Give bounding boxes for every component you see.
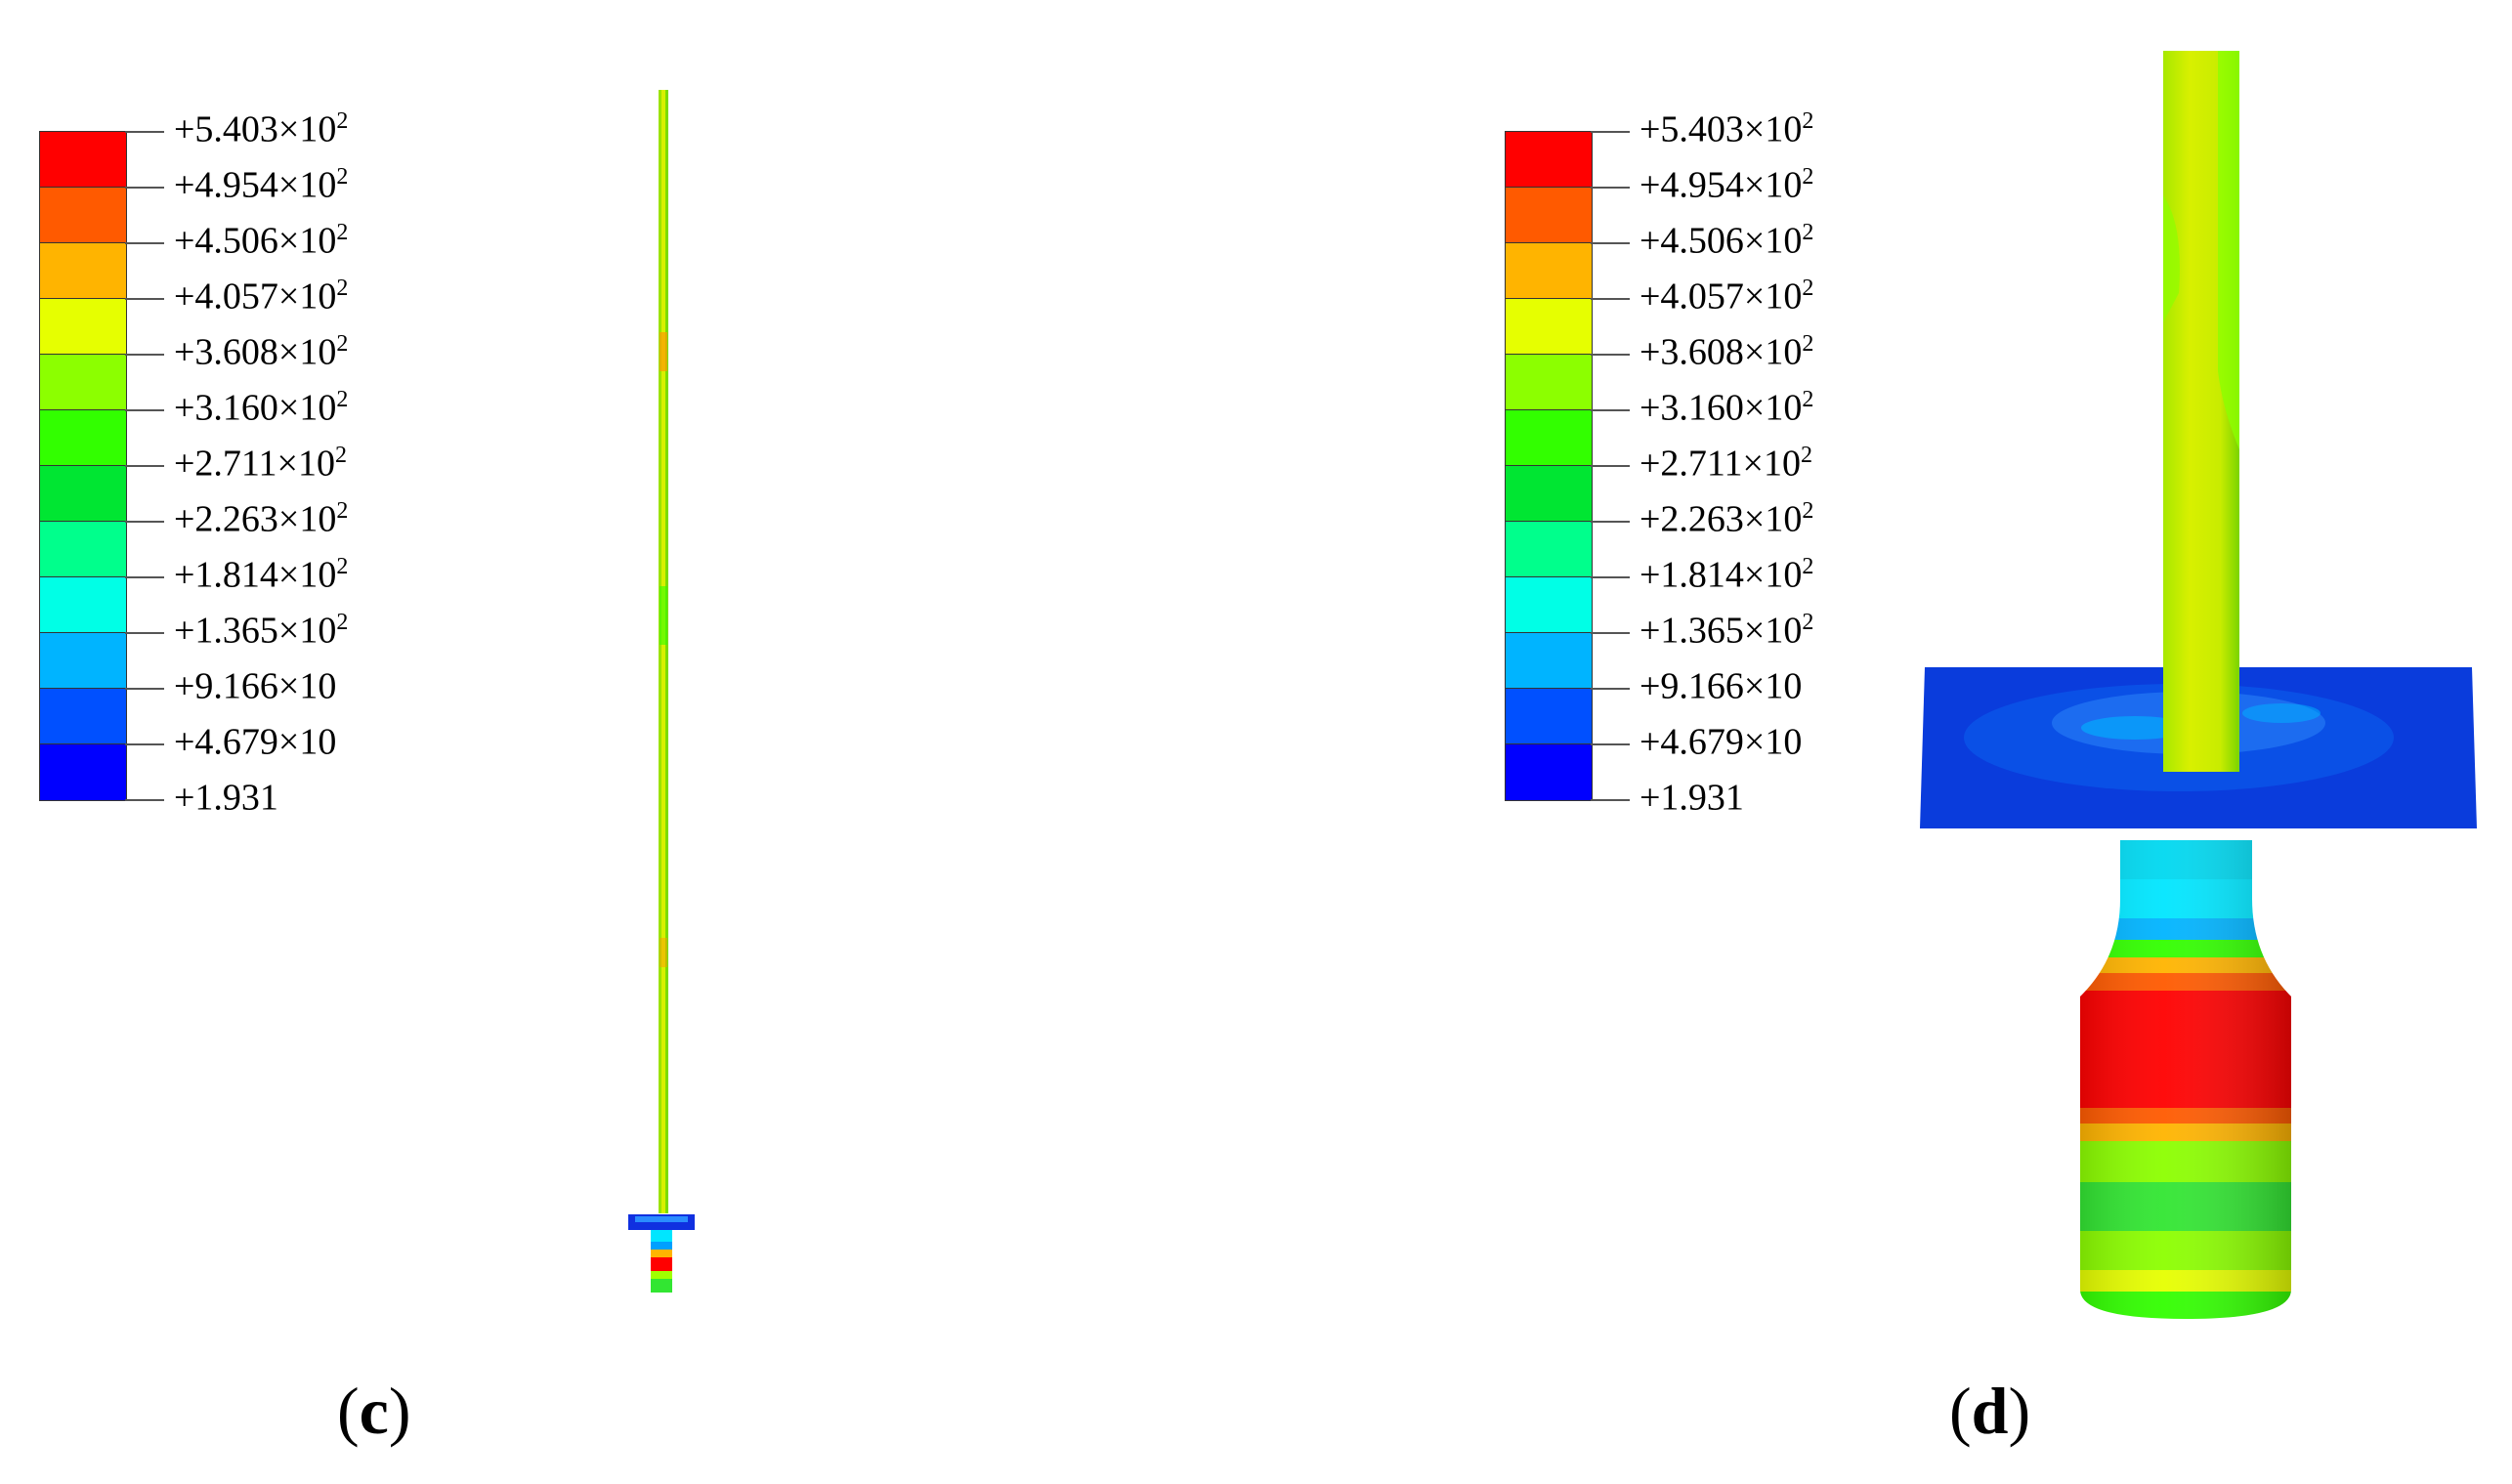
legend-tick-label: +1.931 [174, 777, 278, 819]
legend-band [1506, 577, 1592, 633]
legend-tick [1591, 799, 1630, 801]
legend-tick [1591, 688, 1630, 690]
legend-band [40, 633, 126, 689]
legend-tick [125, 521, 164, 523]
legend-tick [1591, 465, 1630, 467]
legend-tick [125, 576, 164, 578]
legend-tick [1591, 743, 1630, 745]
legend-tick [125, 409, 164, 411]
legend-band [40, 243, 126, 299]
legend-tick-label: +9.166×10 [174, 665, 337, 707]
legend-band [1506, 633, 1592, 689]
legend-band [1506, 355, 1592, 410]
legend-tick [125, 743, 164, 745]
legend-band [1506, 744, 1592, 800]
legend-band [40, 132, 126, 188]
color-bar [1505, 131, 1593, 801]
legend-band [40, 689, 126, 744]
legend-tick-label: +5.403×102 [174, 108, 349, 150]
legend-band [1506, 522, 1592, 577]
zoomed-model-contour [1920, 51, 2477, 1319]
legend-tick [125, 131, 164, 133]
legend-band [1506, 466, 1592, 522]
legend-tick [1591, 131, 1630, 133]
legend-band [40, 744, 126, 800]
legend-tick-label: +4.506×102 [174, 220, 349, 262]
legend-tick-label: +4.057×102 [174, 276, 349, 318]
legend-tick-label: +1.814×102 [1639, 554, 1814, 596]
legend-band [40, 522, 126, 577]
legend-tick-label: +1.365×102 [1639, 610, 1814, 652]
panel-c: +5.403×102 +4.954×102 +4.506×102 +4.057×102… [39, 90, 695, 1448]
legend-tick-label: +4.954×102 [174, 164, 349, 206]
legend-tick-label: +2.263×102 [1639, 498, 1814, 540]
legend-band [40, 577, 126, 633]
legend-tick [125, 632, 164, 634]
panel-label-d: (d) [1949, 1374, 2031, 1448]
legend-tick-label: +2.263×102 [174, 498, 349, 540]
legend-tick-label: +3.608×102 [174, 331, 349, 373]
legend-tick-label: +4.506×102 [1639, 220, 1814, 262]
legend-band [1506, 132, 1592, 188]
legend-tick [1591, 632, 1630, 634]
legend-tick [125, 187, 164, 189]
legend-tick [125, 465, 164, 467]
legend-tick-label: +5.403×102 [1639, 108, 1814, 150]
color-bar [39, 131, 127, 801]
legend-band [1506, 299, 1592, 355]
legend-tick [125, 298, 164, 300]
legend-band [40, 355, 126, 410]
legend-tick [1591, 298, 1630, 300]
legend-band [1506, 243, 1592, 299]
legend-tick [1591, 242, 1630, 244]
full-model-contour [628, 90, 695, 1293]
legend-tick [1591, 521, 1630, 523]
legend-tick-label: +9.166×10 [1639, 665, 1803, 707]
panel-d: +5.403×102 +4.954×102 +4.506×102 +4.057×102… [1256, 0, 2512, 1484]
legend-tick-label: +2.711×102 [174, 443, 347, 485]
legend-tick [125, 354, 164, 356]
legend-tick-label: +1.931 [1639, 777, 1744, 819]
legend-tick [1591, 576, 1630, 578]
legend-tick-label: +4.679×10 [1639, 721, 1803, 763]
legend-tick [1591, 409, 1630, 411]
legend-tick-label: +2.711×102 [1639, 443, 1812, 485]
legend-tick-label: +3.608×102 [1639, 331, 1814, 373]
legend-band [40, 299, 126, 355]
legend-tick [125, 242, 164, 244]
legend-band [40, 466, 126, 522]
legend-band [40, 410, 126, 466]
legend-band [40, 188, 126, 243]
legend-tick [1591, 187, 1630, 189]
legend-tick-label: +4.954×102 [1639, 164, 1814, 206]
legend-tick-label: +3.160×102 [1639, 387, 1814, 429]
legend-tick [125, 799, 164, 801]
legend-band [1506, 410, 1592, 466]
legend-tick-label: +1.365×102 [174, 610, 349, 652]
legend-tick-label: +4.057×102 [1639, 276, 1814, 318]
legend-tick-label: +4.679×10 [174, 721, 337, 763]
legend-band [1506, 188, 1592, 243]
legend-tick [125, 688, 164, 690]
legend-tick-label: +3.160×102 [174, 387, 349, 429]
panel-label-c: (c) [337, 1374, 411, 1448]
legend-tick-label: +1.814×102 [174, 554, 349, 596]
legend-band [1506, 689, 1592, 744]
legend-tick [1591, 354, 1630, 356]
